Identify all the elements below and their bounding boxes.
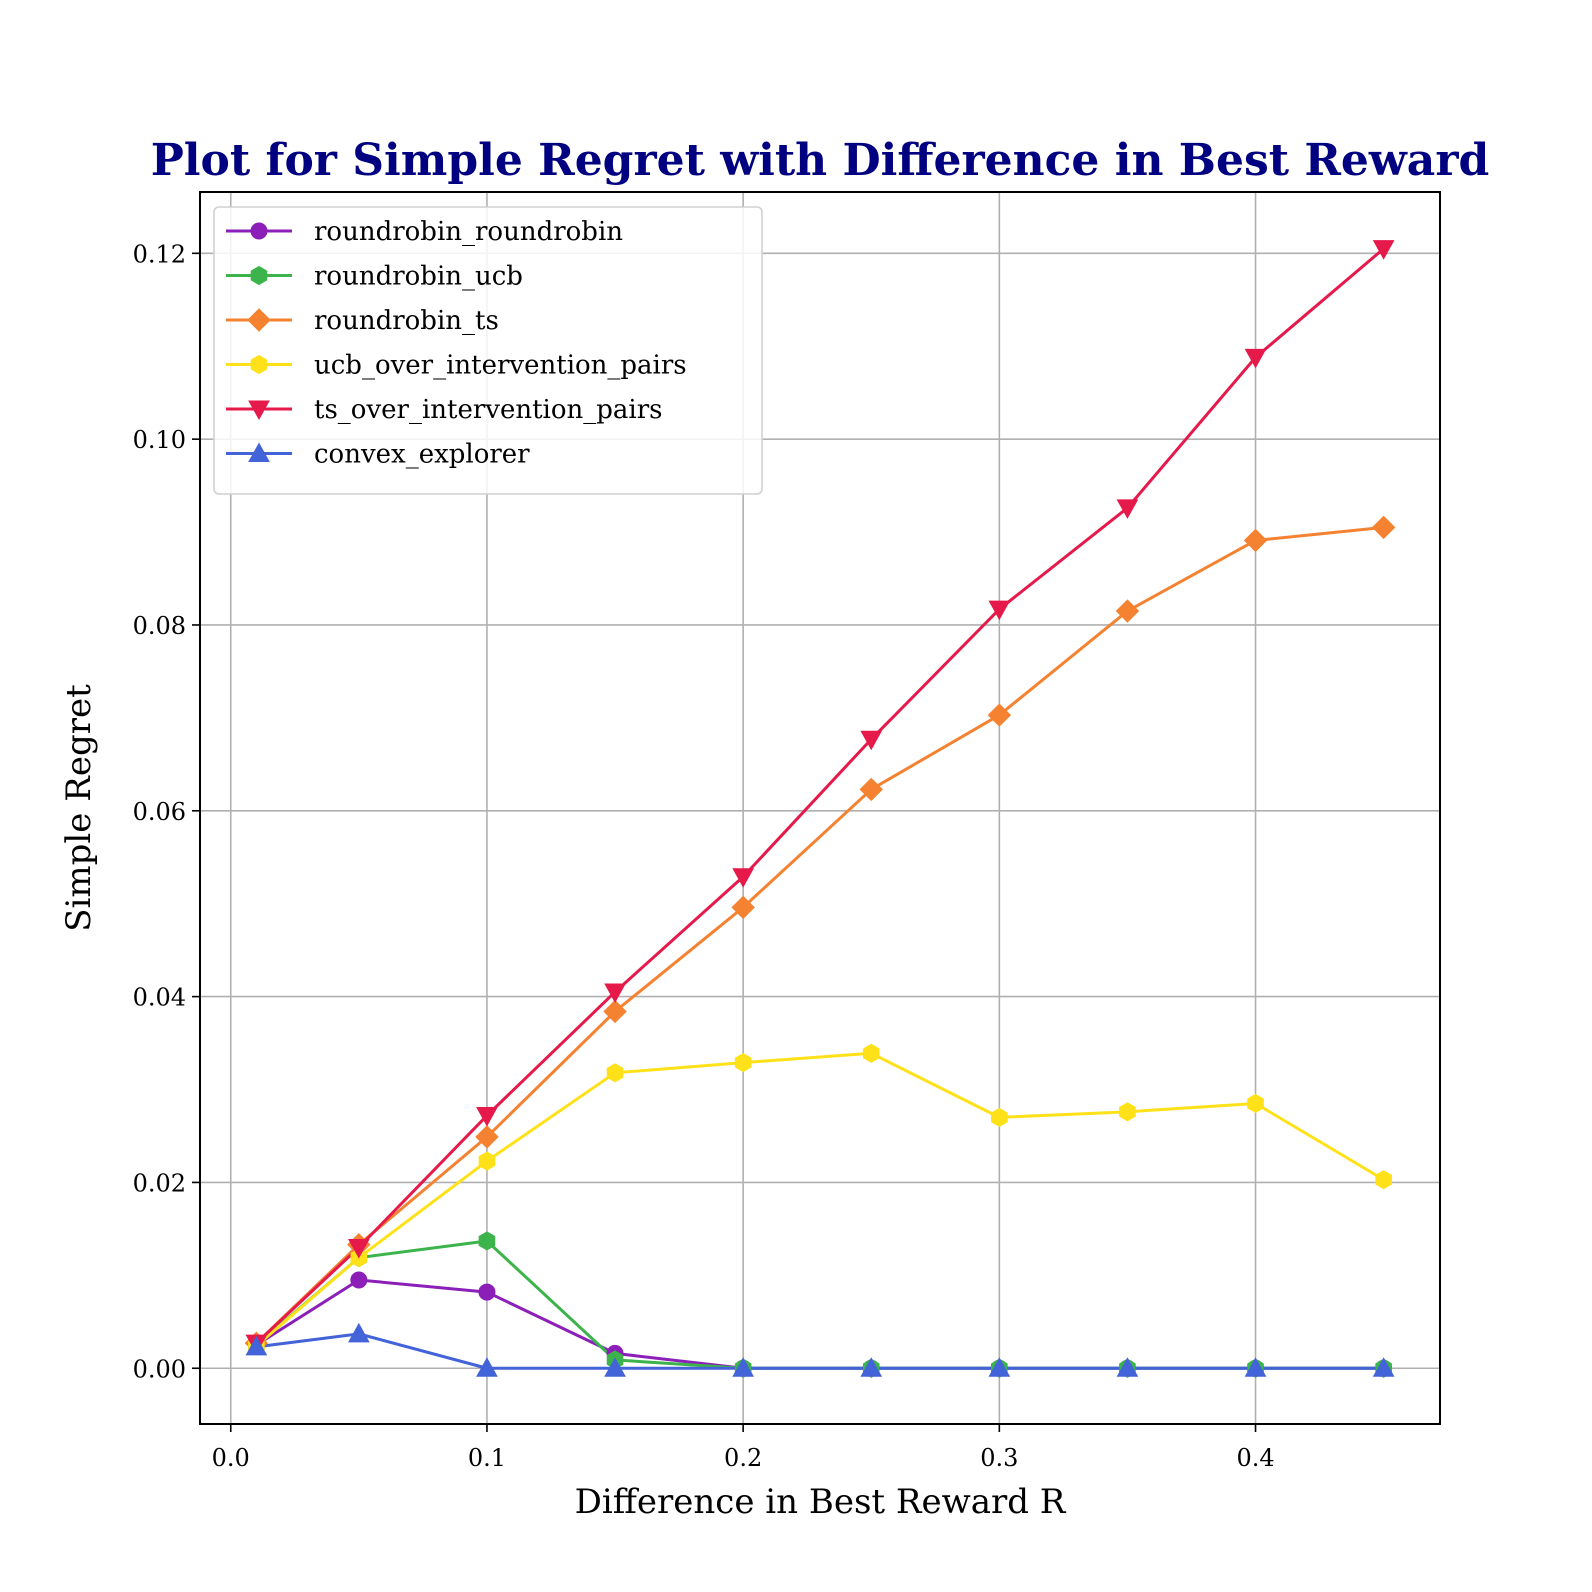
data-point-roundrobin-ts xyxy=(475,1125,499,1149)
data-point-ucb-over-intervention-pairs xyxy=(478,1151,496,1171)
data-point-ucb-over-intervention-pairs xyxy=(1247,1093,1264,1114)
legend-marker xyxy=(250,265,268,286)
data-point-convex-explorer xyxy=(604,1357,626,1377)
data-point-convex-explorer xyxy=(988,1357,1011,1377)
legend-marker xyxy=(250,222,268,240)
y-axis-label: Simple Regret xyxy=(59,684,99,932)
x-axis-label: Difference in Best Reward R xyxy=(575,1482,1067,1522)
data-point-ts-over-intervention-pairs xyxy=(988,600,1011,621)
legend: roundrobin_roundrobin roundrobin_ucbround… xyxy=(213,206,763,495)
x-axis-ticks: 0.0 0.1 0.2 0.3 0.4 xyxy=(212,1424,1275,1472)
data-point-ts-over-intervention-pairs xyxy=(1116,499,1139,519)
data-point-convex-explorer xyxy=(732,1357,754,1377)
data-point-ucb-over-intervention-pairs xyxy=(991,1107,1008,1127)
legend-label: ts_over_intervention_pairs xyxy=(314,395,663,425)
data-point-roundrobin-ts xyxy=(731,895,755,920)
data-point-convex-explorer xyxy=(245,1335,268,1356)
data-point-convex-explorer xyxy=(1116,1357,1139,1377)
x-tick-label: 0.1 xyxy=(468,1444,506,1472)
data-point-ucb-over-intervention-pairs xyxy=(1375,1170,1392,1190)
series-line-convex-explorer xyxy=(256,1332,1384,1370)
series-markers xyxy=(244,240,1396,1378)
legend-box xyxy=(213,206,763,495)
series-line-ucb-over-intervention-pairs xyxy=(255,1051,1385,1348)
y-tick-label: 0.00 xyxy=(133,1355,186,1383)
data-point-ucb-over-intervention-pairs xyxy=(734,1053,752,1073)
data-point-roundrobin-ts xyxy=(1371,515,1396,540)
x-tick-label: 0.2 xyxy=(724,1444,762,1472)
y-tick-label: 0.02 xyxy=(133,1169,186,1197)
data-point-ts-over-intervention-pairs xyxy=(1244,348,1267,369)
data-point-convex-explorer xyxy=(1372,1357,1395,1377)
x-tick-label: 0.0 xyxy=(212,1444,250,1472)
data-point-ts-over-intervention-pairs xyxy=(347,1238,370,1259)
data-point-convex-explorer xyxy=(476,1357,498,1377)
y-tick-label: 0.12 xyxy=(133,240,186,268)
legend-label: convex_explorer xyxy=(314,440,530,470)
y-tick-label: 0.10 xyxy=(133,426,186,454)
data-point-ts-over-intervention-pairs xyxy=(860,730,883,751)
y-tick-label: 0.08 xyxy=(133,612,186,640)
legend-marker xyxy=(248,442,270,462)
data-point-ts-over-intervention-pairs xyxy=(476,1107,498,1127)
data-point-roundrobin-roundrobin xyxy=(478,1283,496,1301)
y-tick-label: 0.04 xyxy=(133,984,186,1012)
data-point-ucb-over-intervention-pairs xyxy=(1119,1102,1136,1122)
data-point-roundrobin-ts xyxy=(1243,528,1268,553)
data-point-ucb-over-intervention-pairs xyxy=(606,1063,624,1083)
legend-marker xyxy=(247,308,271,332)
y-axis-ticks: 0.00 0.02 0.04 0.06 0.08 0.10 0.12 xyxy=(133,240,200,1383)
series-lines xyxy=(255,247,1385,1370)
x-tick-label: 0.3 xyxy=(980,1444,1018,1472)
data-point-ts-over-intervention-pairs xyxy=(732,868,754,888)
data-point-roundrobin-ts xyxy=(1115,599,1140,623)
series-line-roundrobin-ts xyxy=(255,525,1384,1345)
series-line-ts-over-intervention-pairs xyxy=(255,247,1385,1345)
data-point-convex-explorer xyxy=(1244,1357,1267,1377)
legend-label: roundrobin_ts xyxy=(314,306,499,336)
legend-label: ucb_over_intervention_pairs xyxy=(314,351,687,381)
data-point-ucb-over-intervention-pairs xyxy=(862,1043,880,1063)
y-tick-label: 0.06 xyxy=(133,798,186,826)
legend-label: roundrobin_ucb xyxy=(314,262,523,292)
data-point-ts-over-intervention-pairs xyxy=(604,983,626,1003)
data-point-ts-over-intervention-pairs xyxy=(1372,240,1395,260)
chart-title: Plot for Simple Regret with Difference i… xyxy=(151,135,1490,186)
data-point-roundrobin-ts xyxy=(603,999,627,1024)
data-point-convex-explorer xyxy=(347,1322,370,1343)
data-point-roundrobin-roundrobin xyxy=(350,1271,368,1289)
legend-marker xyxy=(250,354,268,375)
legend-label: roundrobin_roundrobin xyxy=(314,217,623,247)
data-point-roundrobin-ucb xyxy=(478,1231,496,1251)
data-point-roundrobin-ts xyxy=(859,777,883,802)
data-point-convex-explorer xyxy=(860,1357,883,1377)
legend-marker xyxy=(248,400,270,421)
data-point-roundrobin-ts xyxy=(987,703,1012,727)
x-tick-label: 0.4 xyxy=(1236,1444,1274,1472)
plot-frame xyxy=(199,191,1441,1425)
